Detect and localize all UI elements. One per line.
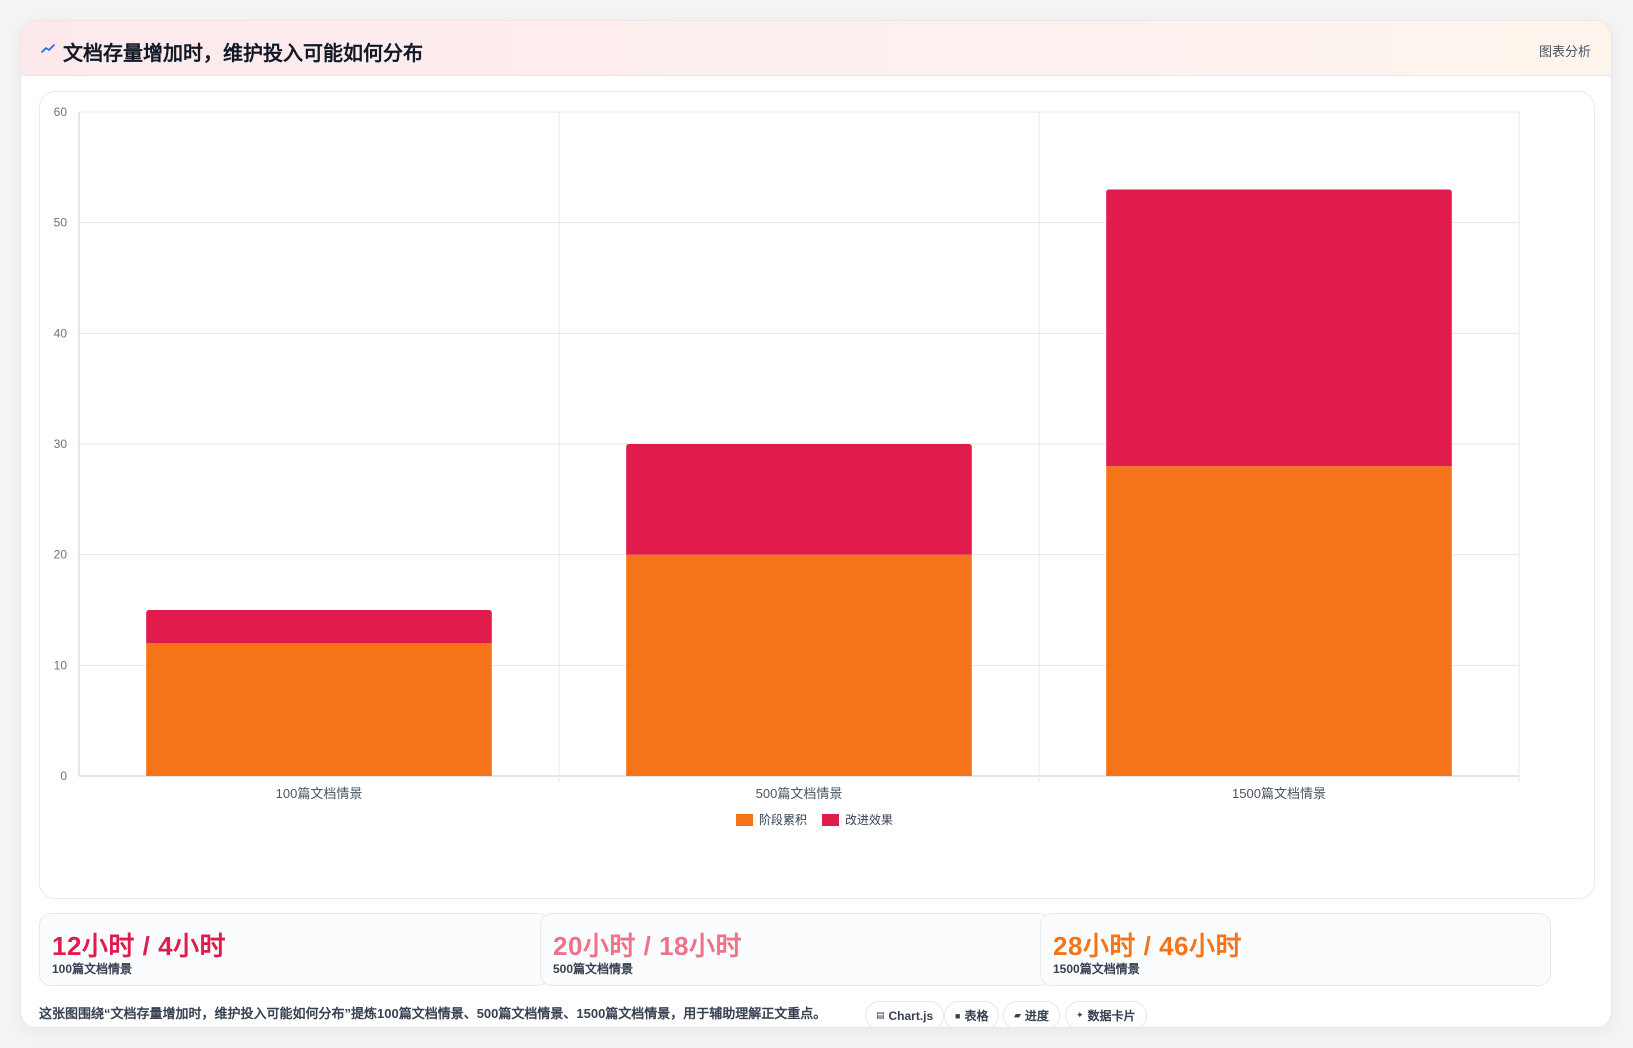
y-tick-label: 50	[54, 216, 68, 230]
bar-segment	[1106, 466, 1452, 776]
bar-segment	[146, 643, 492, 776]
sparkle-icon: ✦	[1076, 1010, 1084, 1020]
stat-value: 28小时 / 46小时	[1053, 931, 1243, 961]
stat-label: 100篇文档情景	[52, 962, 133, 976]
chip-label: 进度	[1024, 1009, 1049, 1023]
stacked-bar-chart: 0 10 20 30 40 50 60 100篇文档情景 500篇文档情景 1500篇文档情景阶段…	[54, 105, 1520, 827]
page-title: 文档存量增加时，维护投入可能如何分布	[63, 43, 423, 65]
stat-card-500: 20小时 / 18小时 500篇文档情景	[540, 913, 1051, 986]
chart-container: 0 10 20 30 40 50 60 100篇文档情景 500篇文档情景 1500篇文档情景阶段…	[39, 91, 1595, 899]
y-tick-label: 10	[54, 658, 68, 672]
x-tick-label: 100篇文档情景	[276, 786, 363, 801]
bar-segment	[146, 610, 492, 644]
y-tick-label: 40	[54, 326, 68, 340]
x-tick-label: 500篇文档情景	[756, 786, 843, 801]
chip-label: 表格	[964, 1009, 989, 1023]
chart-card: 文档存量增加时，维护投入可能如何分布 图表分析 0 10 20 30 40 50 60 100…	[20, 20, 1612, 1028]
legend-swatch	[822, 814, 839, 826]
table-icon: ■	[955, 1010, 961, 1021]
y-tick-label: 0	[60, 769, 67, 783]
chip-data-card[interactable]: ✦ 数据卡片	[1065, 1001, 1147, 1027]
card-header: 文档存量增加时，维护投入可能如何分布 图表分析	[21, 21, 1611, 76]
chart-caption: 这张图围绕“文档存量增加时，维护投入可能如何分布”提炼100篇文档情景、500篇…	[39, 1006, 827, 1021]
stat-label: 1500篇文档情景	[1053, 962, 1140, 976]
legend-label: 改进效果	[845, 812, 893, 827]
bar-segment	[626, 554, 972, 776]
stat-value: 20小时 / 18小时	[553, 931, 743, 961]
stat-label: 500篇文档情景	[553, 962, 634, 976]
legend-label: 阶段累积	[759, 812, 807, 827]
y-tick-label: 60	[54, 105, 68, 119]
chip-label: Chart.js	[888, 1008, 934, 1023]
bar-segment	[1106, 189, 1452, 467]
chart-analysis-tag: 图表分析	[1538, 44, 1591, 59]
progress-icon: ▰	[1014, 1010, 1021, 1020]
chip-progress[interactable]: ▰ 进度	[1003, 1001, 1060, 1027]
chip-chartjs[interactable]: ▤ Chart.js	[865, 1001, 945, 1027]
chip-table[interactable]: ■ 表格	[944, 1001, 1000, 1027]
chart-icon: ▤	[876, 1010, 885, 1020]
stat-card-100: 12小时 / 4小时 100篇文档情景	[39, 913, 550, 986]
stat-card-1500: 28小时 / 46小时 1500篇文档情景	[1040, 913, 1551, 986]
trend-icon	[41, 44, 55, 53]
legend-swatch	[736, 814, 753, 826]
stat-value: 12小时 / 4小时	[52, 931, 227, 961]
bar-segment	[626, 444, 972, 555]
x-tick-label: 1500篇文档情景	[1232, 786, 1326, 801]
y-tick-label: 30	[54, 437, 68, 451]
chip-label: 数据卡片	[1087, 1009, 1136, 1023]
y-tick-label: 20	[54, 548, 68, 562]
